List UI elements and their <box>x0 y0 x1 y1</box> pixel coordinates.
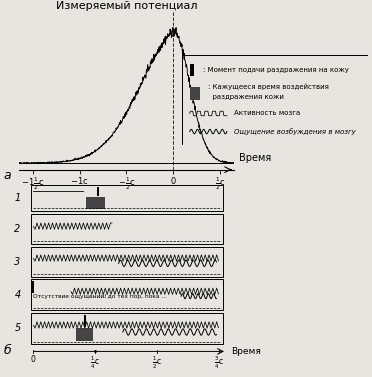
Title: Измеряемый потенциал: Измеряемый потенциал <box>56 0 197 11</box>
Bar <box>97 187 99 196</box>
Text: 2: 2 <box>15 224 21 234</box>
Bar <box>31 279 223 310</box>
Bar <box>32 281 34 293</box>
Text: б: б <box>4 344 12 357</box>
Text: : Кажущееся время воздействия: : Кажущееся время воздействия <box>208 84 329 90</box>
Text: 0: 0 <box>31 355 36 364</box>
Text: $\frac{1}{4}$c: $\frac{1}{4}$c <box>90 355 100 371</box>
Text: а: а <box>4 169 11 182</box>
Text: Активность мозга: Активность мозга <box>234 110 301 116</box>
Bar <box>31 184 223 211</box>
Text: Ощущение возбуждения в мозгу: Ощущение возбуждения в мозгу <box>234 128 356 135</box>
Text: 3: 3 <box>15 257 21 267</box>
Text: : Момент подачи раздражения на кожу: : Момент подачи раздражения на кожу <box>203 67 349 73</box>
Bar <box>190 87 200 100</box>
Bar <box>31 247 223 277</box>
Bar <box>31 214 223 244</box>
Text: Время: Время <box>239 153 271 163</box>
Text: Отсутствие ощущений!: Отсутствие ощущений! <box>33 294 107 299</box>
Bar <box>31 313 223 344</box>
Bar <box>76 328 93 341</box>
Text: раздражения кожи: раздражения кожи <box>208 94 284 100</box>
Text: ......... до тех пор, пока ...: ......... до тех пор, пока ... <box>89 294 167 299</box>
Bar <box>84 315 86 327</box>
Text: 5: 5 <box>15 323 21 334</box>
Bar <box>86 197 105 209</box>
Text: $\frac{3}{4}$c: $\frac{3}{4}$c <box>214 355 224 371</box>
Bar <box>190 64 194 77</box>
Text: Время: Время <box>231 347 261 356</box>
Text: $\frac{1}{2}$c: $\frac{1}{2}$c <box>152 355 162 371</box>
Text: 4: 4 <box>15 290 21 300</box>
Text: 1: 1 <box>15 193 21 203</box>
